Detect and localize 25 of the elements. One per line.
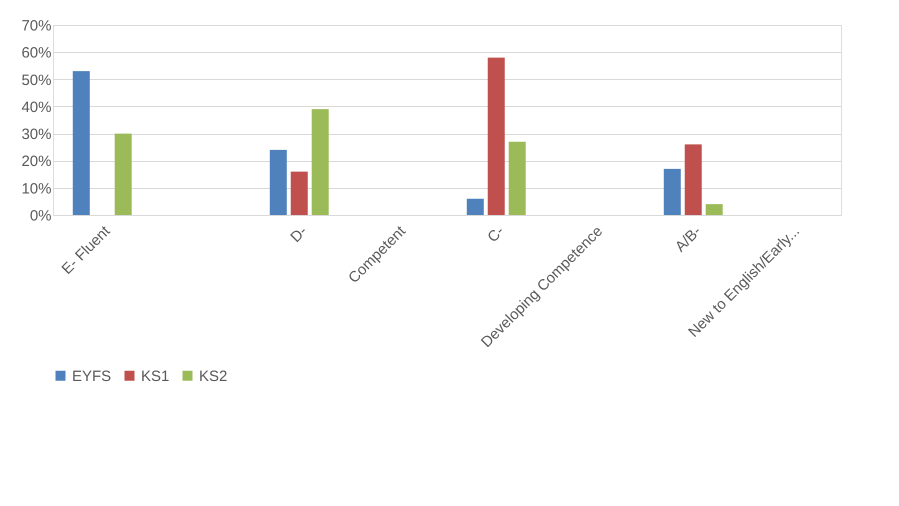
y-tick-label: 70% [21, 18, 52, 34]
bar [664, 168, 681, 215]
bar [290, 172, 308, 215]
x-tick-label: C- [484, 222, 508, 246]
x-tick-label: A/B- [672, 222, 705, 256]
y-tick-label: 40% [21, 98, 52, 116]
bar [508, 142, 526, 215]
y-tick-label: 30% [21, 126, 52, 144]
bar [72, 71, 90, 215]
legend-label: KS2 [199, 368, 228, 385]
bar [270, 150, 287, 215]
bar [466, 198, 484, 215]
y-tick-label: 0% [30, 208, 52, 224]
y-tick-label: 60% [21, 44, 52, 62]
bar [312, 109, 329, 215]
bar [488, 58, 505, 215]
y-tick-label: 50% [21, 72, 52, 89]
bar [114, 134, 132, 215]
legend-label: KS1 [141, 368, 170, 385]
bar [684, 144, 702, 215]
y-tick-label: 20% [21, 153, 52, 170]
y-tick-label: 10% [21, 180, 52, 198]
legend-label: EYFS [72, 368, 112, 385]
bar [706, 204, 723, 215]
x-tick-label: D- [287, 222, 311, 246]
